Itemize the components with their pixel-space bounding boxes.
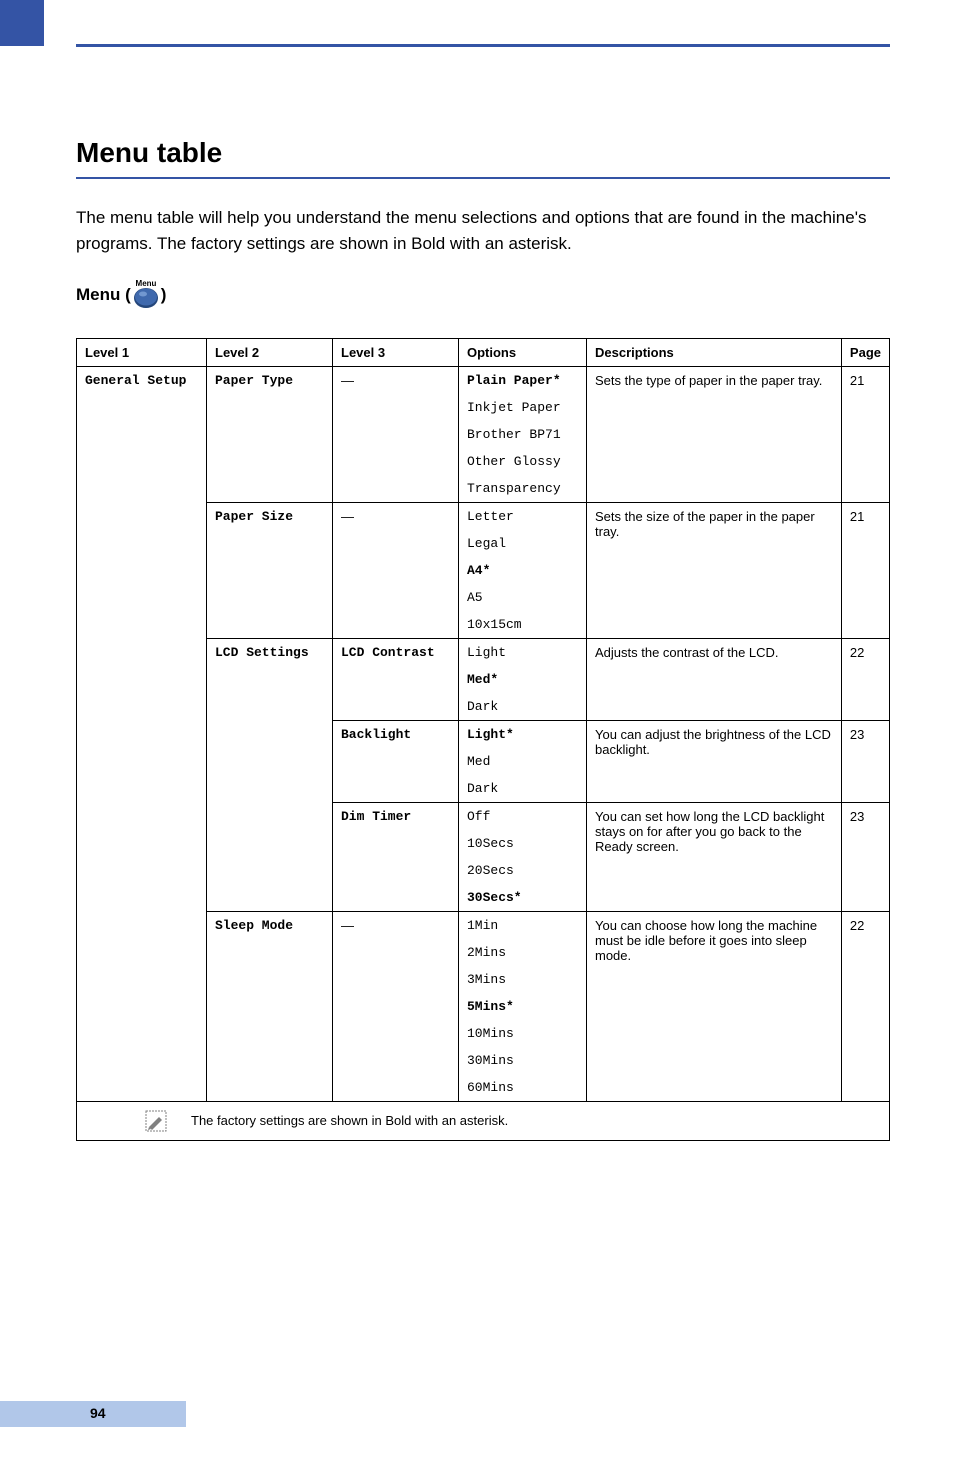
- option: 10Secs: [467, 830, 578, 857]
- cell-level1: General Setup: [77, 366, 207, 1101]
- option: Dark: [467, 693, 578, 714]
- cell-level3: —: [333, 911, 459, 1101]
- page-footer: 94: [76, 1401, 890, 1427]
- cell-page: 22: [841, 638, 889, 720]
- option: 20Secs: [467, 857, 578, 884]
- option: Inkjet Paper: [467, 394, 578, 421]
- th-page: Page: [841, 338, 889, 366]
- footnote-cell: The factory settings are shown in Bold w…: [77, 1101, 890, 1140]
- cell-level3: —: [333, 502, 459, 638]
- option: 2Mins: [467, 939, 578, 966]
- cell-description: You can choose how long the machine must…: [587, 911, 842, 1101]
- th-descriptions: Descriptions: [587, 338, 842, 366]
- cell-options: Off 10Secs 20Secs 30Secs*: [459, 802, 587, 911]
- cell-level3: LCD Contrast: [333, 638, 459, 720]
- option: 3Mins: [467, 966, 578, 993]
- intro-paragraph: The menu table will help you understand …: [76, 205, 890, 258]
- option-default: 30Secs*: [467, 884, 578, 905]
- cell-options: 1Min 2Mins 3Mins 5Mins* 10Mins 30Mins 60…: [459, 911, 587, 1101]
- option: Brother BP71: [467, 421, 578, 448]
- cell-level2: Sleep Mode: [207, 911, 333, 1101]
- page-content: Menu table The menu table will help you …: [0, 0, 954, 1467]
- option: 1Min: [467, 918, 578, 939]
- cell-page: 21: [841, 366, 889, 502]
- note-icon: [145, 1110, 167, 1132]
- cell-page: 23: [841, 802, 889, 911]
- th-level3: Level 3: [333, 338, 459, 366]
- cell-options: Letter Legal A4* A5 10x15cm: [459, 502, 587, 638]
- option: Off: [467, 809, 578, 830]
- table-header-row: Level 1 Level 2 Level 3 Options Descript…: [77, 338, 890, 366]
- option: 30Mins: [467, 1047, 578, 1074]
- cell-options: Light* Med Dark: [459, 720, 587, 802]
- cell-description: You can adjust the brightness of the LCD…: [587, 720, 842, 802]
- option: 10x15cm: [467, 611, 578, 632]
- option: Dark: [467, 775, 578, 796]
- top-rule: [76, 44, 890, 47]
- table-body: General Setup Paper Type — Plain Paper* …: [77, 366, 890, 1140]
- cell-level3: Backlight: [333, 720, 459, 802]
- cell-level3: Dim Timer: [333, 802, 459, 911]
- cell-description: Adjusts the contrast of the LCD.: [587, 638, 842, 720]
- footnote-text: The factory settings are shown in Bold w…: [191, 1113, 508, 1128]
- th-level2: Level 2: [207, 338, 333, 366]
- cell-description: Sets the size of the paper in the paper …: [587, 502, 842, 638]
- option: Transparency: [467, 475, 578, 496]
- cell-level2: Paper Type: [207, 366, 333, 502]
- cell-page: 22: [841, 911, 889, 1101]
- cell-level2: LCD Settings: [207, 638, 333, 911]
- menu-heading-suffix: ): [161, 285, 167, 304]
- option-default: 5Mins*: [467, 993, 578, 1020]
- option-default: Plain Paper*: [467, 373, 578, 394]
- cell-options: Plain Paper* Inkjet Paper Brother BP71 O…: [459, 366, 587, 502]
- cell-description: You can set how long the LCD backlight s…: [587, 802, 842, 911]
- option: Med: [467, 748, 578, 775]
- cell-description: Sets the type of paper in the paper tray…: [587, 366, 842, 502]
- option-default: Light*: [467, 727, 578, 748]
- page-title: Menu table: [76, 137, 890, 169]
- cell-level3: —: [333, 366, 459, 502]
- menu-icon-label: Menu: [135, 279, 156, 288]
- th-options: Options: [459, 338, 587, 366]
- menu-heading: Menu ( Menu ): [76, 278, 890, 310]
- option: Legal: [467, 530, 578, 557]
- cell-options: Light Med* Dark: [459, 638, 587, 720]
- menu-button-icon: Menu: [131, 278, 161, 310]
- title-underline: [76, 177, 890, 179]
- table-row: General Setup Paper Type — Plain Paper* …: [77, 366, 890, 502]
- menu-heading-prefix: Menu (: [76, 285, 131, 304]
- menu-table: Level 1 Level 2 Level 3 Options Descript…: [76, 338, 890, 1141]
- option: Other Glossy: [467, 448, 578, 475]
- option: Letter: [467, 509, 578, 530]
- cell-page: 21: [841, 502, 889, 638]
- cell-page: 23: [841, 720, 889, 802]
- option: 10Mins: [467, 1020, 578, 1047]
- option: 60Mins: [467, 1074, 578, 1095]
- page-number: 94: [90, 1405, 106, 1421]
- option: A5: [467, 584, 578, 611]
- option-default: A4*: [467, 557, 578, 584]
- option: Light: [467, 645, 578, 666]
- cell-level2: Paper Size: [207, 502, 333, 638]
- table-footnote-row: The factory settings are shown in Bold w…: [77, 1101, 890, 1140]
- th-level1: Level 1: [77, 338, 207, 366]
- option-default: Med*: [467, 666, 578, 693]
